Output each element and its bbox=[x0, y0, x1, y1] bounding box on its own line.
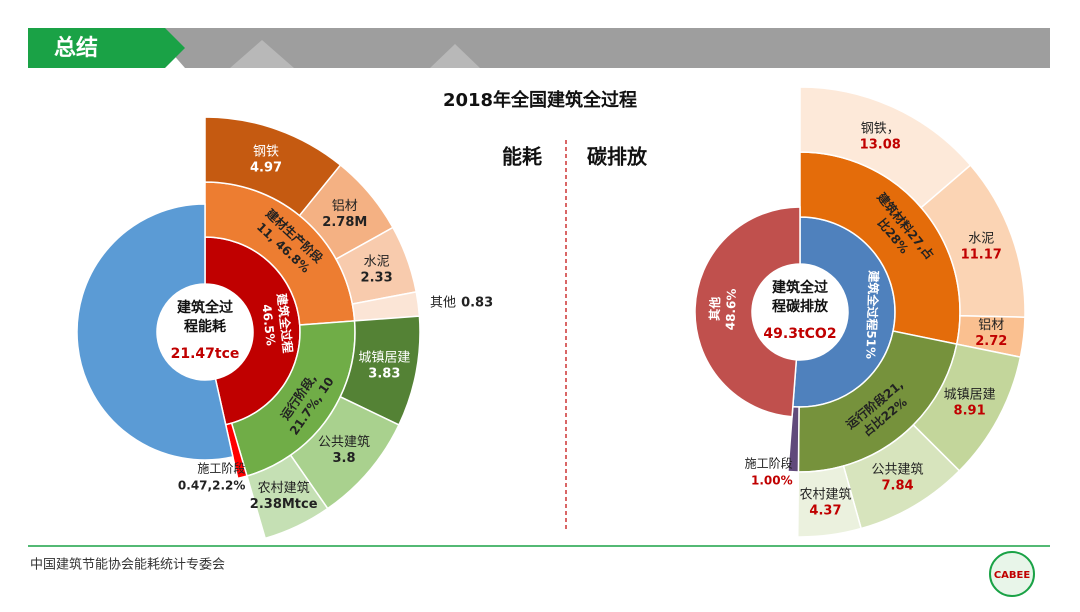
segment-label: 其他 48.6% bbox=[707, 288, 739, 330]
header-deco bbox=[430, 44, 480, 68]
header-title: 总结 bbox=[54, 35, 98, 61]
center-value: 49.3tCO2 bbox=[763, 326, 836, 342]
segment-name: 公共建筑 bbox=[318, 434, 370, 450]
center-label: 建筑全过 bbox=[177, 299, 233, 316]
segment-name: 钢铁， bbox=[861, 122, 900, 137]
segment-value: 11.17 bbox=[961, 248, 1002, 263]
segment-label: 建筑全过程51% bbox=[863, 269, 881, 359]
sunburst-segment bbox=[76, 203, 234, 461]
logo-text: CABEE bbox=[994, 570, 1031, 581]
section-label: 能耗 bbox=[502, 145, 542, 169]
segment-value: 0.83 bbox=[461, 295, 493, 310]
slide-title: 2018年全国建筑全过程 bbox=[443, 89, 637, 111]
segment-value: 2.33 bbox=[361, 270, 393, 285]
segment-name: 施工阶段 bbox=[197, 460, 245, 475]
segment-name: 其他 bbox=[707, 296, 723, 321]
center-value: 21.47tce bbox=[171, 346, 240, 362]
segment-value: 2.72 bbox=[975, 334, 1007, 349]
segment-label: 钢铁，13.08 bbox=[860, 122, 901, 153]
header-tab bbox=[28, 28, 185, 68]
segment-value: 13.08 bbox=[860, 138, 901, 153]
segment-name: 城镇居建 bbox=[944, 388, 996, 403]
header-deco bbox=[230, 40, 294, 68]
segment-name: 农村建筑 bbox=[258, 480, 310, 496]
segment-name: 水泥 bbox=[364, 254, 390, 269]
segment-name: 铝材 bbox=[332, 199, 358, 214]
segment-label: 钢铁4.97 bbox=[250, 145, 282, 176]
segment-name: 其他 bbox=[430, 295, 456, 310]
footer-text: 中国建筑节能协会能耗统计专委会 bbox=[30, 557, 225, 573]
segment-name: 农村建筑 bbox=[799, 486, 851, 502]
segment-label: 其他 0.83 bbox=[430, 295, 493, 310]
segment-value: 1.00% bbox=[751, 473, 793, 487]
segment-name: 建筑全过程51% bbox=[863, 269, 881, 359]
segment-value: 3.83 bbox=[368, 366, 400, 381]
segment-value: 2.78M bbox=[322, 215, 367, 230]
segment-value: 7.84 bbox=[881, 478, 913, 493]
center-label: 程碳排放 bbox=[772, 298, 829, 315]
center-hole bbox=[753, 265, 847, 359]
segment-value: 3.8 bbox=[332, 451, 355, 466]
sunburst-segment bbox=[694, 206, 801, 418]
logo bbox=[989, 551, 1035, 597]
section-label: 碳排放 bbox=[587, 145, 648, 169]
segment-value: 4.37 bbox=[809, 503, 841, 518]
segment-name: 施工阶段 bbox=[745, 455, 793, 470]
segment-label: 水泥2.33 bbox=[361, 254, 393, 285]
segment-name: 铝材 bbox=[978, 318, 1004, 333]
segment-value: 2.38Mtce bbox=[250, 497, 318, 512]
center-label: 建筑全过 bbox=[772, 279, 828, 296]
segment-name: 公共建筑 bbox=[872, 461, 924, 477]
segment-label: 铝材2.78M bbox=[322, 199, 367, 230]
segment-value: 8.91 bbox=[954, 404, 986, 419]
segment-name: 钢铁 bbox=[253, 145, 279, 160]
segment-name: 46.5% bbox=[259, 304, 277, 347]
segment-name: 48.6% bbox=[723, 288, 739, 330]
center-hole bbox=[158, 285, 252, 379]
center-label: 程能耗 bbox=[184, 318, 226, 335]
sunburst-segment bbox=[246, 454, 329, 540]
header-band bbox=[150, 28, 1050, 68]
segment-label: 铝材2.72 bbox=[975, 318, 1007, 349]
segment-value: 4.97 bbox=[250, 161, 282, 176]
segment-name: 城镇居建 bbox=[358, 350, 410, 365]
segment-name: 水泥 bbox=[968, 232, 994, 247]
segment-value: 0.47,2.2% bbox=[178, 478, 245, 492]
sunburst-segment bbox=[796, 465, 863, 538]
segment-name: 建筑全过程 bbox=[274, 292, 296, 354]
